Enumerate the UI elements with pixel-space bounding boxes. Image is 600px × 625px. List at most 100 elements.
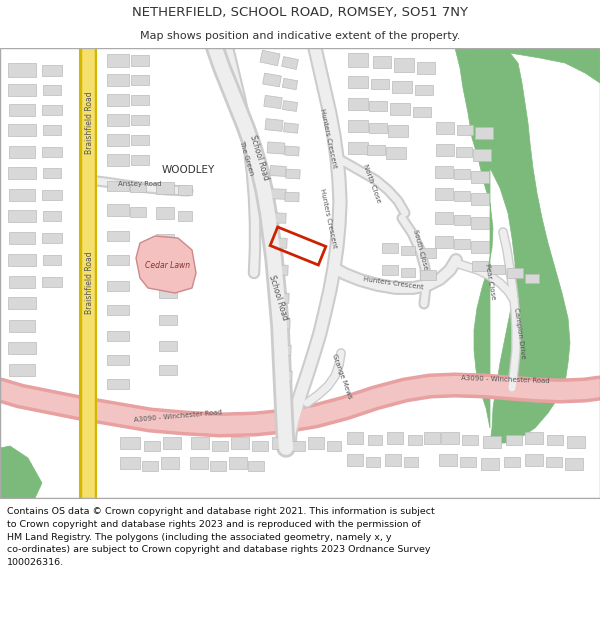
- Text: WOODLEY: WOODLEY: [161, 165, 215, 175]
- Bar: [107, 355, 129, 365]
- Text: Map shows position and indicative extent of the property.: Map shows position and indicative extent…: [140, 31, 460, 41]
- Bar: [525, 274, 539, 282]
- Bar: [107, 379, 129, 389]
- Bar: [525, 432, 543, 444]
- Bar: [366, 457, 380, 467]
- Polygon shape: [0, 446, 42, 498]
- Bar: [382, 243, 398, 253]
- Bar: [107, 54, 129, 66]
- Bar: [435, 212, 453, 224]
- Bar: [462, 435, 478, 445]
- Bar: [159, 315, 177, 325]
- Bar: [8, 210, 36, 222]
- Bar: [9, 189, 35, 201]
- Polygon shape: [455, 48, 600, 83]
- Bar: [229, 457, 247, 469]
- Bar: [348, 120, 368, 132]
- Bar: [291, 441, 305, 451]
- Bar: [274, 319, 290, 329]
- Bar: [281, 56, 298, 69]
- Polygon shape: [136, 236, 196, 293]
- Bar: [107, 74, 129, 86]
- Bar: [107, 231, 129, 241]
- Bar: [392, 81, 412, 93]
- Bar: [275, 345, 291, 355]
- Bar: [9, 146, 35, 158]
- Text: Campion Drive: Campion Drive: [514, 307, 527, 359]
- Bar: [276, 371, 292, 381]
- Bar: [408, 435, 422, 445]
- Text: Braishfield Road: Braishfield Road: [85, 92, 94, 154]
- Bar: [43, 85, 61, 95]
- Bar: [286, 169, 300, 179]
- Bar: [107, 181, 129, 191]
- Bar: [385, 454, 401, 466]
- Text: A3090 - Winchester Road: A3090 - Winchester Road: [134, 409, 223, 423]
- Bar: [120, 457, 140, 469]
- Bar: [348, 98, 368, 110]
- Bar: [420, 248, 436, 258]
- Bar: [9, 276, 35, 288]
- Bar: [435, 236, 453, 248]
- Bar: [348, 142, 368, 154]
- Bar: [210, 461, 226, 471]
- Bar: [471, 193, 489, 205]
- Text: Anstey Road: Anstey Road: [118, 181, 162, 187]
- Bar: [107, 255, 129, 265]
- Bar: [390, 103, 410, 115]
- Bar: [9, 232, 35, 244]
- Bar: [388, 125, 408, 137]
- Bar: [159, 341, 177, 351]
- Bar: [491, 264, 505, 274]
- Bar: [265, 119, 283, 131]
- Bar: [260, 50, 280, 66]
- Bar: [386, 147, 406, 159]
- Bar: [42, 233, 62, 243]
- Bar: [8, 297, 36, 309]
- Text: Grange Mews: Grange Mews: [331, 352, 353, 399]
- Bar: [471, 171, 489, 183]
- Bar: [120, 437, 140, 449]
- Bar: [42, 190, 62, 200]
- Bar: [481, 458, 499, 470]
- Text: School Road: School Road: [267, 274, 289, 322]
- Text: Contains OS data © Crown copyright and database right 2021. This information is : Contains OS data © Crown copyright and d…: [7, 507, 435, 568]
- Bar: [401, 268, 415, 276]
- Bar: [472, 261, 488, 271]
- Bar: [457, 125, 473, 135]
- Text: Braishfield Road: Braishfield Road: [85, 252, 94, 314]
- Text: School Road: School Road: [248, 134, 270, 182]
- Bar: [163, 437, 181, 449]
- Bar: [159, 365, 177, 375]
- Bar: [8, 124, 36, 136]
- Bar: [9, 104, 35, 116]
- Bar: [131, 95, 149, 105]
- Bar: [270, 166, 286, 176]
- Bar: [131, 155, 149, 165]
- Bar: [142, 461, 158, 471]
- Bar: [401, 246, 415, 254]
- Bar: [348, 53, 368, 67]
- Bar: [308, 437, 324, 449]
- Bar: [156, 234, 174, 246]
- Bar: [8, 167, 36, 179]
- Bar: [420, 270, 436, 280]
- Bar: [454, 215, 470, 225]
- Bar: [231, 437, 249, 449]
- Bar: [285, 192, 299, 202]
- Bar: [161, 457, 179, 469]
- Bar: [506, 435, 522, 445]
- Bar: [107, 305, 129, 315]
- Bar: [369, 123, 387, 133]
- Bar: [131, 54, 149, 66]
- Bar: [42, 105, 62, 115]
- Bar: [435, 166, 453, 178]
- Text: Cedar Lawn: Cedar Lawn: [145, 261, 191, 271]
- Bar: [43, 168, 61, 178]
- Bar: [9, 320, 35, 332]
- Bar: [284, 122, 298, 133]
- Bar: [271, 238, 287, 248]
- Bar: [369, 101, 387, 111]
- Bar: [483, 436, 501, 448]
- Bar: [436, 144, 454, 156]
